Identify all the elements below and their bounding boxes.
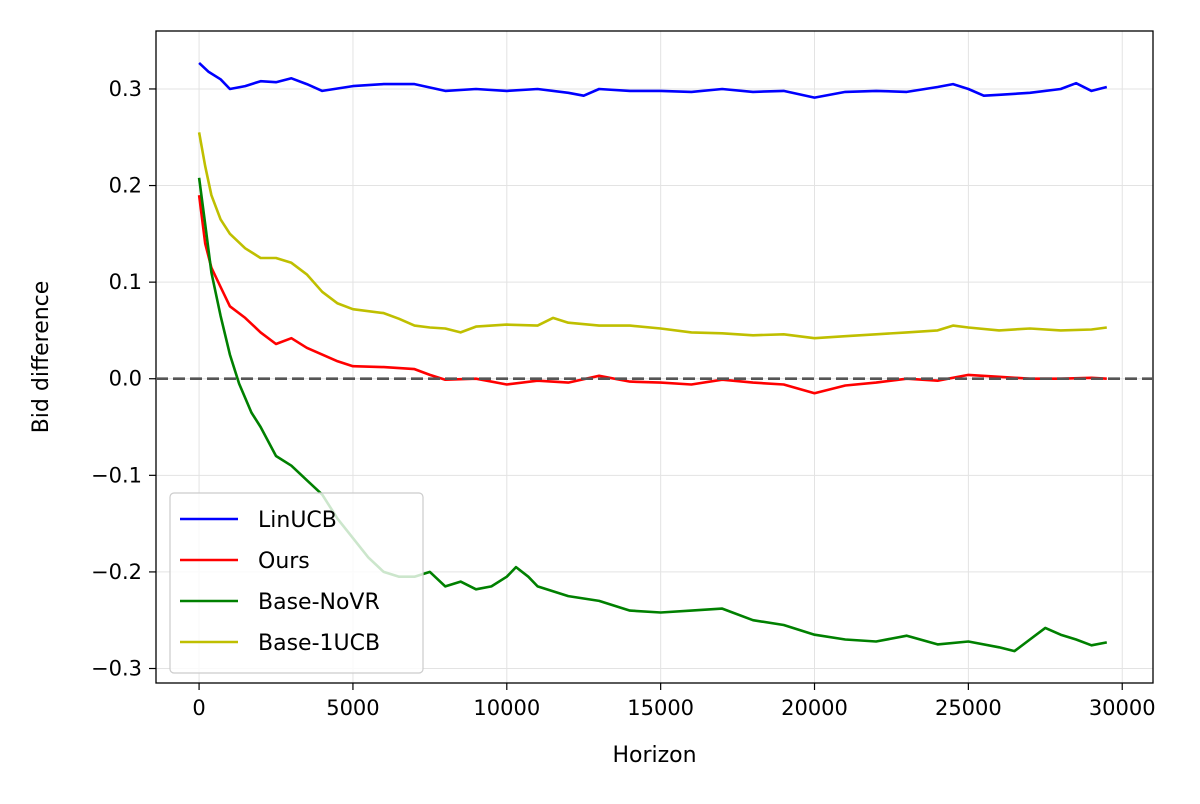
y-axis-label: Bid difference (29, 281, 54, 434)
x-tick-label-1: 5000 (326, 696, 379, 720)
x-tick-label-3: 15000 (627, 696, 694, 720)
y-tick-label-5: 0.2 (109, 174, 142, 198)
x-axis-label: Horizon (612, 743, 696, 768)
plot-frame (155, 30, 1154, 684)
grid (156, 31, 1153, 683)
x-tick-label-4: 20000 (781, 696, 848, 720)
legend-label-3: Base-1UCB (258, 631, 380, 656)
y-tick-label-6: 0.3 (109, 77, 142, 101)
y-tick-label-4: 0.1 (109, 270, 142, 294)
series-line-base-1ucb (197, 132, 1107, 340)
axis-ticks: 0 5000 10000 15000 20000 25000 30000 −0.3 −0.2 −0… (91, 77, 1156, 720)
y-tick-label-3: 0.0 (109, 367, 142, 391)
x-tick-label-0: 0 (192, 696, 205, 720)
legend-label-0: LinUCB (258, 508, 337, 533)
legend-label-2: Base-NoVR (258, 590, 380, 615)
series-lines (197, 61, 1108, 653)
legend: LinUCB Ours Base-NoVR Base-1UCB (169, 492, 424, 674)
legend-box (169, 492, 424, 674)
legend-label-1: Ours (258, 549, 310, 574)
y-tick-label-2: −0.1 (91, 463, 142, 487)
series-line-base-novr (197, 177, 1108, 653)
x-tick-label-6: 30000 (1089, 696, 1156, 720)
y-tick-label-0: −0.3 (91, 657, 142, 681)
x-tick-label-2: 10000 (473, 696, 540, 720)
y-tick-label-1: −0.2 (91, 560, 142, 584)
x-tick-label-5: 25000 (935, 696, 1002, 720)
series-line-ours (197, 195, 1107, 395)
series-line-linucb (198, 61, 1108, 99)
